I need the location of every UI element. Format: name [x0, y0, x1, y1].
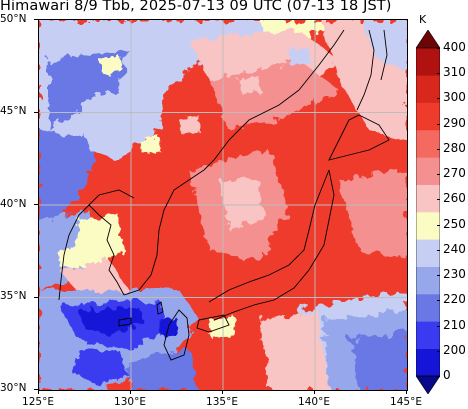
coast-hokkaido	[328, 114, 390, 161]
coastlines	[58, 29, 390, 361]
colorbar-tick-label: 200	[443, 342, 466, 357]
coast-sakhalin	[356, 29, 375, 111]
lon-tickmark	[314, 390, 315, 394]
lat-tick-45: 45°N	[0, 105, 27, 117]
coast-jeju	[118, 317, 132, 327]
colorbar-extend-max	[415, 29, 441, 49]
colorbar-scale	[415, 29, 441, 395]
cloud-sw-blob	[74, 350, 129, 385]
colorbar-tick-label: 0	[443, 368, 451, 382]
colorbar-segment	[416, 75, 440, 103]
colorbar-tickmark	[437, 48, 440, 49]
lon-tick-135: 135°E	[206, 396, 238, 408]
lon-tick-125: 125°E	[22, 396, 54, 408]
colorbar-segment	[416, 48, 440, 76]
coast-kyushu	[163, 309, 190, 361]
coast-honshu-south	[213, 169, 335, 321]
coast-korea-east	[123, 169, 205, 296]
colorbar-segment	[416, 184, 440, 213]
speckle-4	[59, 248, 81, 268]
satellite-map[interactable]	[38, 19, 408, 391]
colorbar-tick-label: 250	[443, 216, 466, 231]
tbb-image	[39, 20, 407, 390]
colorbar-tick-label: 270	[443, 166, 466, 181]
speckle-5	[159, 318, 179, 336]
colorbar-tickmark	[437, 275, 440, 277]
speckle-2	[139, 135, 161, 154]
lat-tick-30: 30°N	[0, 382, 27, 394]
colorbar-tickmark	[437, 224, 440, 226]
cloud-s-blob	[129, 350, 199, 390]
lat-tickmark	[34, 19, 38, 20]
colorbar-segment	[416, 321, 440, 349]
lon-tickmark	[222, 390, 223, 394]
cloud-e-pink	[339, 170, 407, 260]
colorbar-tick-label: 400	[443, 40, 466, 54]
colorbar-tickmark	[437, 98, 440, 100]
colorbar-tick-label: 210	[443, 317, 466, 332]
colorbar-tick-label: 240	[443, 241, 466, 256]
colorbar-segment	[416, 102, 440, 131]
coast-liaodong	[88, 189, 135, 206]
colorbar	[415, 29, 441, 398]
colorbar-tick-label: 260	[443, 191, 466, 206]
lon-tickmark	[406, 390, 407, 394]
colorbar-tick-label: 290	[443, 115, 466, 130]
colorbar-tick-label: 230	[443, 267, 466, 282]
colorbar-tickmark	[437, 174, 440, 176]
cloud-w-light	[79, 80, 169, 160]
speckle-8	[289, 48, 311, 66]
colorbar-tick-label: 220	[443, 292, 466, 307]
coast-sakhalin-east	[380, 29, 388, 81]
lat-tick-35: 35°N	[0, 290, 27, 302]
cloud-s-pink	[259, 310, 329, 390]
speckle-1	[99, 55, 124, 75]
cloud-sw-dark	[79, 308, 144, 335]
lat-tickmark	[34, 297, 38, 298]
cloud-se-dark	[349, 330, 407, 390]
colorbar-tickmark	[437, 249, 440, 251]
colorbar-segment	[416, 157, 440, 185]
colorbar-tick-label: 280	[443, 140, 466, 155]
lon-tickmark	[38, 390, 39, 394]
map-title: Himawari 8/9 Tbb, 2025-07-13 09 UTC (07-…	[0, 0, 392, 14]
colorbar-segment	[416, 294, 440, 322]
colorbar-tickmark	[437, 148, 440, 150]
coast-korea-west	[88, 204, 125, 296]
colorbar-tickmark	[437, 376, 440, 377]
colorbar-tickmark	[437, 199, 440, 201]
colorbar-tickmark	[437, 350, 440, 352]
coast-russia	[203, 89, 300, 171]
lat-tickmark	[34, 389, 38, 390]
lon-tick-145: 145°E	[390, 396, 422, 408]
colorbar-segment	[416, 239, 440, 267]
coast-tsushima	[156, 301, 164, 315]
colorbar-segment	[416, 348, 440, 377]
lon-tickmark	[130, 390, 131, 394]
coast-china	[58, 204, 90, 301]
lat-tick-50: 50°N	[0, 13, 27, 25]
colorbar-segment	[416, 266, 440, 295]
lon-tick-140: 140°E	[298, 396, 330, 408]
coast-shikoku	[196, 314, 230, 333]
lat-tickmark	[34, 112, 38, 113]
lon-tick-130: 130°E	[114, 396, 146, 408]
coast-russia-north	[298, 29, 345, 91]
lat-tickmark	[34, 204, 38, 205]
lat-tick-40: 40°N	[0, 198, 27, 210]
colorbar-segment	[416, 212, 440, 240]
colorbar-extend-min	[415, 375, 441, 395]
speckle-3	[179, 115, 201, 134]
colorbar-tick-label: 310	[443, 65, 466, 80]
coast-honshu-north	[208, 169, 330, 303]
colorbar-tick-label: 300	[443, 90, 466, 105]
speckle-7	[239, 76, 261, 94]
colorbar-segment	[416, 130, 440, 158]
colorbar-tickmark	[437, 325, 440, 327]
colorbar-tickmark	[437, 300, 440, 302]
colorbar-tickmark	[437, 123, 440, 125]
colorbar-tickmark	[437, 73, 440, 75]
colorbar-unit: K	[419, 13, 427, 26]
cloud-ne-blue	[359, 20, 407, 70]
